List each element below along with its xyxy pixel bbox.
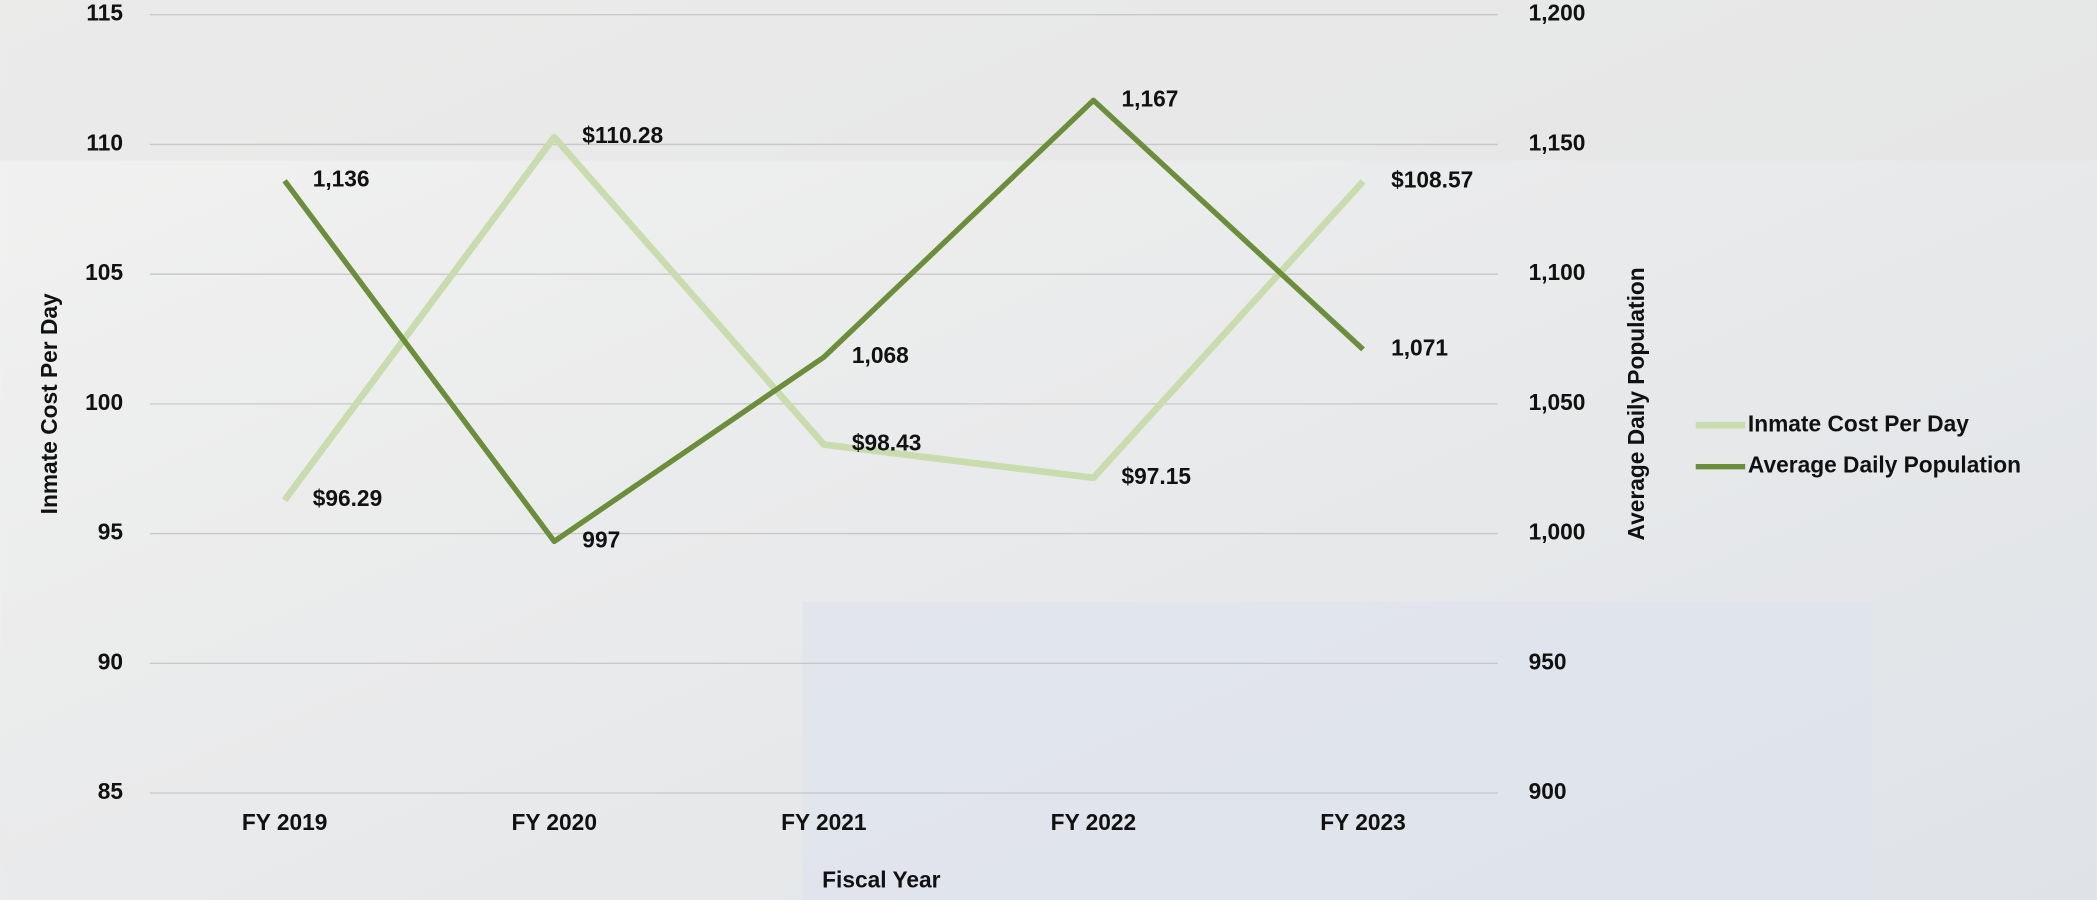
data-label: 1,167 bbox=[1122, 85, 1179, 111]
data-label: $98.43 bbox=[852, 430, 922, 456]
x-tick-label: FY 2022 bbox=[1051, 809, 1136, 835]
y-tick-label: 115 bbox=[86, 0, 123, 26]
legend-label: Inmate Cost Per Day bbox=[1748, 410, 1969, 436]
y-tick-label: 95 bbox=[98, 519, 123, 545]
chart: Inmate Cost Per Day Average Daily Popula… bbox=[0, 0, 2097, 900]
y2-tick-label: 900 bbox=[1529, 778, 1567, 804]
y2-tick-label: 1,050 bbox=[1529, 389, 1586, 415]
y-tick-label: 90 bbox=[98, 648, 123, 674]
y2-axis-title: Average Daily Population bbox=[1623, 267, 1649, 540]
data-label: $96.29 bbox=[313, 485, 383, 511]
data-label: 1,136 bbox=[313, 166, 370, 192]
y2-tick-label: 1,000 bbox=[1529, 519, 1586, 545]
y2-tick-label: 950 bbox=[1529, 648, 1567, 674]
y-tick-label: 110 bbox=[86, 129, 123, 155]
y2-tick-label: 1,200 bbox=[1529, 0, 1586, 26]
data-label: $110.28 bbox=[582, 122, 663, 148]
y-tick-label: 105 bbox=[85, 259, 123, 285]
y-tick-label: 100 bbox=[85, 389, 123, 415]
x-tick-label: FY 2019 bbox=[242, 809, 327, 835]
data-label: 997 bbox=[582, 526, 620, 552]
data-label: 1,068 bbox=[852, 342, 909, 368]
background-band bbox=[0, 0, 2097, 160]
data-label: 1,071 bbox=[1391, 334, 1448, 360]
y-axis-title: Inmate Cost Per Day bbox=[36, 293, 62, 514]
x-tick-label: FY 2020 bbox=[511, 809, 596, 835]
data-label: $108.57 bbox=[1391, 167, 1473, 193]
x-tick-label: FY 2021 bbox=[781, 809, 866, 835]
x-tick-label: FY 2023 bbox=[1320, 809, 1405, 835]
background-furniture bbox=[802, 602, 1872, 900]
x-axis-title: Fiscal Year bbox=[822, 866, 940, 892]
y2-tick-label: 1,100 bbox=[1529, 259, 1586, 285]
y2-tick-label: 1,150 bbox=[1529, 129, 1586, 155]
legend-label: Average Daily Population bbox=[1748, 452, 2021, 478]
y-tick-label: 85 bbox=[98, 778, 123, 804]
data-label: $97.15 bbox=[1122, 463, 1192, 489]
